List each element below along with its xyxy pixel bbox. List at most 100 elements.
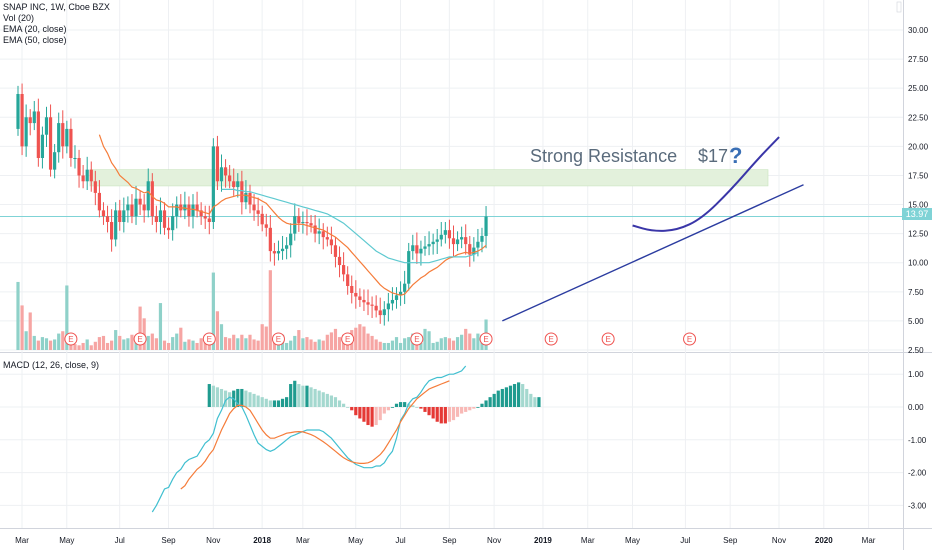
macd-axis-tick: 0.00 — [908, 403, 924, 412]
macd-axis-tick: 1.00 — [908, 370, 924, 379]
ema50-indicator-label[interactable]: EMA (50, close) — [3, 35, 67, 45]
candle-body — [130, 204, 134, 217]
volume-bar — [228, 338, 232, 350]
macd-histogram-bar — [350, 407, 354, 411]
macd-histogram-bar — [297, 384, 301, 407]
volume-bar — [236, 338, 240, 350]
macd-histogram-bar — [464, 407, 468, 412]
volume-bar — [244, 338, 248, 350]
candle-body — [272, 251, 277, 254]
macd-histogram-bar — [362, 407, 366, 422]
macd-indicator-label[interactable]: MACD (12, 26, close, 9) — [3, 360, 100, 370]
candle-body — [455, 239, 460, 245]
volume-bar — [138, 306, 142, 350]
macd-histogram-bar — [447, 407, 452, 422]
volume-bar — [337, 337, 342, 350]
last-price-tag: 13.97 — [902, 208, 932, 220]
candle-body — [162, 210, 167, 228]
candle-body — [97, 192, 101, 211]
macd-histogram-bar — [289, 384, 293, 407]
candle-body — [484, 216, 488, 236]
candle-body — [321, 231, 325, 238]
volume-bar — [362, 326, 366, 350]
volume-bar — [455, 337, 460, 350]
macd-histogram-bar — [529, 393, 533, 407]
volume-bar — [260, 324, 264, 350]
candle-body — [175, 204, 179, 217]
candle-body — [305, 222, 309, 224]
volume-bar — [16, 281, 20, 350]
macd-histogram-bar — [407, 403, 411, 407]
earnings-marker — [410, 332, 424, 346]
candle-body — [105, 216, 110, 222]
volume-bar — [36, 340, 40, 350]
time-axis-tick: Sep — [161, 536, 176, 545]
candle-body — [122, 210, 126, 222]
candle-body — [85, 169, 89, 182]
candle-body — [28, 117, 32, 124]
price-axis-tick: 15.00 — [908, 201, 929, 210]
volume-bar — [464, 328, 468, 350]
volume-indicator-label[interactable]: Vol (20) — [3, 13, 35, 23]
macd-histogram-bar — [460, 407, 464, 414]
macd-histogram-bar — [374, 407, 378, 426]
candle-body — [114, 210, 118, 240]
macd-histogram-bar — [386, 407, 390, 411]
macd-histogram-bar — [517, 382, 521, 407]
volume-bar — [252, 339, 256, 350]
time-axis-tick: Nov — [772, 536, 786, 545]
volume-bar — [447, 338, 452, 350]
volume-bar — [183, 341, 187, 350]
candle-body — [154, 216, 158, 222]
macd-histogram-bar — [358, 407, 362, 419]
time-axis-tick: Sep — [442, 536, 457, 545]
candle-body — [313, 225, 317, 234]
macd-histogram-bar — [309, 387, 313, 407]
candle-body — [191, 204, 195, 217]
candle-body — [118, 210, 122, 222]
price-axis-tick: 30.00 — [908, 26, 929, 35]
volume-bar — [110, 340, 114, 350]
macd-histogram-bar — [317, 390, 321, 407]
candle-body — [101, 210, 106, 217]
volume-bar — [268, 270, 272, 350]
volume-bar — [358, 324, 362, 350]
volume-bar — [329, 332, 333, 350]
macd-pane — [0, 353, 903, 528]
candle-body — [354, 292, 358, 297]
earnings-marker-label: E — [137, 335, 142, 344]
volume-bar — [325, 334, 329, 350]
volume-bar — [354, 327, 358, 350]
price-axis-tick: 27.50 — [908, 55, 929, 64]
volume-bar — [154, 338, 158, 350]
time-axis-tick: Jul — [115, 536, 125, 545]
volume-bar — [378, 341, 382, 350]
candle-body — [370, 304, 374, 306]
macd-histogram-bar — [260, 397, 264, 407]
volume-bar — [89, 345, 93, 350]
volume-bar — [81, 342, 85, 350]
price-axis-tick: 12.50 — [908, 230, 929, 239]
volume-bar — [451, 340, 456, 350]
macd-histogram-bar — [301, 385, 305, 407]
volume-bar — [118, 335, 122, 350]
macd-histogram-bar — [508, 385, 513, 407]
macd-histogram-bar — [488, 397, 492, 407]
candle-body — [16, 94, 20, 129]
candle-body — [195, 204, 199, 211]
volume-bar — [28, 312, 32, 350]
macd-histogram-bar — [427, 407, 431, 416]
macd-histogram-bar — [496, 390, 500, 407]
volume-bar — [293, 335, 297, 350]
volume-bar — [439, 338, 443, 350]
volume-bar — [191, 340, 195, 350]
volume-bar — [53, 339, 57, 350]
candle-body — [398, 291, 403, 296]
macd-histogram-bar — [240, 388, 244, 407]
volume-bar — [305, 337, 309, 350]
ema20-indicator-label[interactable]: EMA (20, close) — [3, 24, 67, 34]
target-question-mark: ? — [729, 143, 742, 168]
volume-bar — [370, 335, 374, 350]
volume-bar — [32, 335, 36, 350]
